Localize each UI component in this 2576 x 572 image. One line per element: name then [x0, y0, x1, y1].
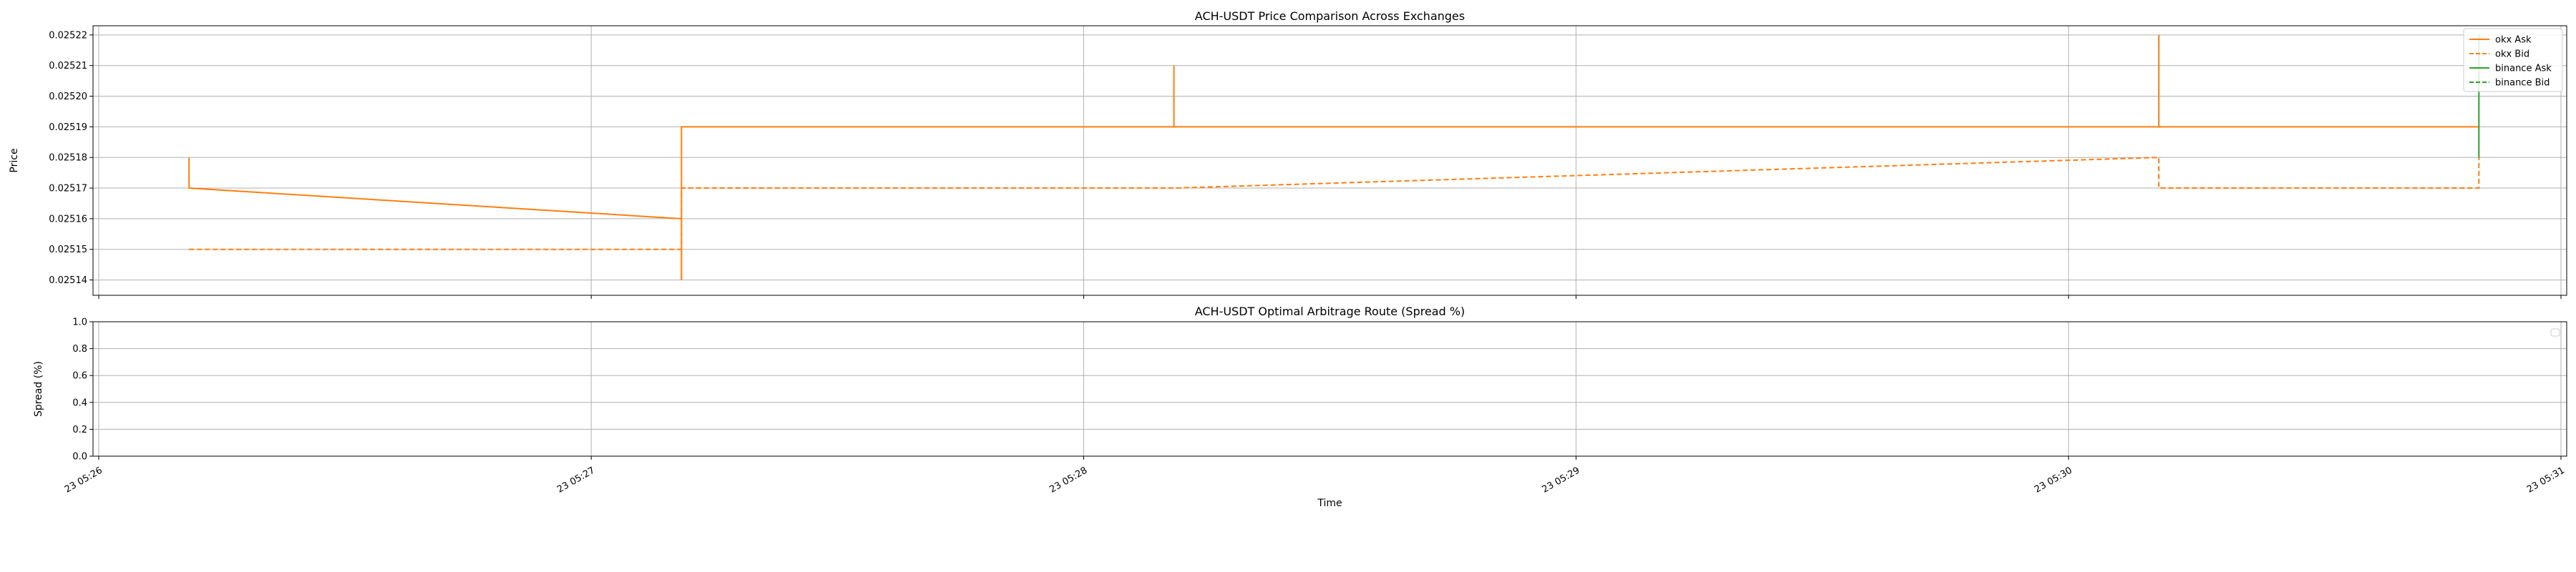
spread-y-tick-label: 0.2	[72, 425, 87, 435]
spread-chart: ACH-USDT Optimal Arbitrage Route (Spread…	[33, 305, 2567, 509]
price-chart-title: ACH-USDT Price Comparison Across Exchang…	[1195, 9, 1465, 23]
price-y-tick-label: 0.02514	[49, 275, 87, 286]
price-y-tick-label: 0.02517	[49, 184, 87, 194]
spread-y-tick-label: 0.0	[72, 452, 87, 463]
price-y-tick-label: 0.02518	[49, 153, 87, 164]
time-x-tick-label: 23 05:29	[1541, 465, 1582, 495]
price-y-tick-label: 0.02519	[49, 122, 87, 133]
spread-y-tick-label: 0.8	[72, 344, 87, 355]
price-y-axis-label: Price	[9, 148, 20, 172]
legend-label: binance Bid	[2495, 78, 2550, 89]
spread-y-tick-label: 1.0	[72, 317, 87, 328]
series-okx-bid	[189, 157, 2480, 280]
legend-label: okx Bid	[2495, 49, 2529, 60]
time-x-tick-label: 23 05:27	[555, 465, 597, 495]
time-x-tick-label: 23 05:28	[1048, 465, 1089, 495]
spread-x-ticks: 23 05:26 23 05:27 23 05:28 23 05:29 23 05:30…	[63, 456, 2567, 495]
spread-chart-frame	[92, 321, 2567, 457]
time-x-tick-label: 23 05:26	[63, 465, 104, 495]
price-chart-grid	[93, 26, 2567, 295]
time-x-tick-label: 23 05:31	[2525, 465, 2567, 495]
price-chart-legend: okx Ask okx Bid binance Ask binance Bid	[2463, 28, 2563, 92]
time-x-axis-label: Time	[1317, 498, 1342, 509]
price-x-ticks	[98, 295, 2562, 299]
spread-chart-title: ACH-USDT Optimal Arbitrage Route (Spread…	[1195, 305, 1465, 318]
spread-y-tick-label: 0.6	[72, 371, 87, 382]
price-y-tick-label: 0.02520	[49, 92, 87, 102]
time-x-tick-label: 23 05:30	[2033, 465, 2074, 495]
legend-label: binance Ask	[2495, 64, 2552, 74]
price-y-tick-label: 0.02521	[49, 61, 87, 72]
price-comparison-chart: ACH-USDT Price Comparison Across Exchang…	[9, 9, 2567, 299]
price-y-tick-label: 0.02516	[49, 214, 87, 225]
spread-chart-grid	[93, 321, 2567, 457]
price-y-tick-label: 0.02522	[49, 30, 87, 41]
legend-label: okx Ask	[2495, 35, 2532, 46]
spread-y-ticks: 0.0 0.2 0.4 0.6 0.8 1.0	[72, 317, 93, 463]
spread-y-tick-label: 0.4	[72, 398, 87, 408]
price-chart-frame	[92, 25, 2567, 296]
spread-y-axis-label: Spread (%)	[33, 361, 44, 417]
legend-box	[2463, 28, 2563, 92]
spread-chart-empty-legend	[2550, 328, 2560, 337]
price-y-tick-label: 0.02515	[49, 245, 87, 255]
series-okx-ask	[188, 34, 2479, 280]
price-y-ticks: 0.02514 0.02515 0.02516 0.02517 0.02518 0.025…	[49, 30, 93, 286]
